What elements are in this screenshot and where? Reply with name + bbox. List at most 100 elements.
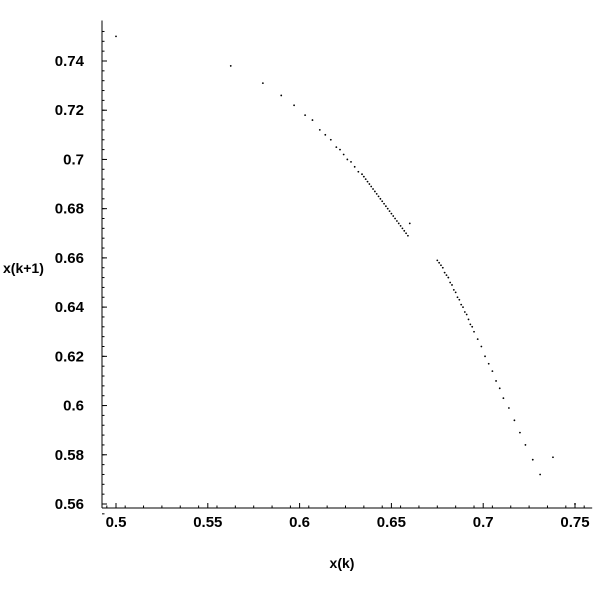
x-tick-label: 0.6 bbox=[289, 514, 310, 531]
data-point bbox=[539, 473, 542, 476]
data-point bbox=[440, 264, 442, 267]
y-tick-label: 0.56 bbox=[55, 496, 84, 513]
data-point bbox=[495, 380, 497, 382]
data-point bbox=[329, 138, 332, 141]
data-point bbox=[362, 175, 365, 178]
data-point bbox=[383, 202, 385, 205]
y-axis-title: x(k+1) bbox=[3, 260, 44, 276]
data-point bbox=[403, 229, 406, 232]
data-point bbox=[368, 183, 371, 185]
data-point bbox=[361, 173, 363, 176]
data-point bbox=[465, 313, 468, 316]
data-point bbox=[456, 296, 459, 299]
data-point bbox=[397, 222, 400, 225]
data-point bbox=[357, 170, 360, 173]
data-point bbox=[401, 227, 404, 230]
data-point bbox=[280, 94, 283, 97]
data-point bbox=[524, 444, 527, 446]
data-point bbox=[513, 419, 516, 422]
data-point bbox=[408, 222, 411, 225]
data-point bbox=[364, 178, 367, 181]
y-tick-label: 0.7 bbox=[63, 151, 84, 168]
data-point bbox=[407, 234, 409, 237]
data-point bbox=[441, 266, 444, 269]
data-point bbox=[293, 104, 295, 107]
data-point bbox=[552, 456, 554, 459]
data-point bbox=[384, 205, 387, 208]
y-tick-label: 0.58 bbox=[55, 447, 84, 464]
data-point bbox=[339, 148, 341, 151]
data-point bbox=[476, 338, 479, 341]
data-point bbox=[436, 259, 439, 262]
data-point bbox=[229, 65, 232, 67]
data-point bbox=[353, 165, 356, 168]
y-tick-label: 0.68 bbox=[55, 201, 84, 218]
data-point bbox=[443, 271, 446, 274]
data-point bbox=[473, 330, 475, 333]
data-point bbox=[463, 311, 466, 313]
data-point bbox=[377, 195, 380, 198]
x-axis-title: x(k) bbox=[330, 555, 355, 571]
data-point bbox=[375, 193, 378, 195]
data-point bbox=[388, 210, 391, 213]
data-point bbox=[399, 224, 402, 227]
data-point bbox=[346, 158, 349, 161]
data-points bbox=[115, 35, 576, 505]
axis-ticks: 0.56 0.58 0.6 0.62 0.64 0.66 0.68 0.7 0.72 0.74 0.… bbox=[55, 30, 590, 531]
data-point bbox=[372, 188, 374, 190]
data-point bbox=[469, 323, 472, 326]
data-point bbox=[390, 212, 393, 215]
y-tick-label: 0.64 bbox=[55, 299, 85, 316]
data-point bbox=[480, 345, 483, 348]
data-point bbox=[392, 215, 395, 217]
data-point bbox=[445, 274, 448, 277]
data-point bbox=[447, 276, 450, 279]
y-tick-label: 0.74 bbox=[55, 53, 85, 70]
x-tick-label: 0.5 bbox=[106, 514, 127, 531]
y-tick-label: 0.6 bbox=[63, 398, 84, 415]
y-tick-label: 0.72 bbox=[55, 102, 84, 119]
data-point bbox=[379, 197, 382, 200]
data-point bbox=[491, 370, 494, 372]
data-point bbox=[373, 190, 376, 193]
chart-axes bbox=[101, 20, 593, 509]
data-point bbox=[452, 288, 455, 291]
data-point bbox=[261, 82, 264, 85]
data-point bbox=[462, 306, 464, 309]
data-point bbox=[484, 355, 486, 358]
data-point bbox=[386, 207, 389, 210]
data-point bbox=[574, 503, 576, 505]
data-point bbox=[342, 153, 345, 156]
data-point bbox=[460, 303, 463, 306]
y-tick-label: 0.66 bbox=[55, 250, 84, 267]
data-point bbox=[449, 281, 452, 284]
data-point bbox=[394, 217, 396, 220]
data-point bbox=[458, 298, 461, 301]
data-point bbox=[335, 146, 338, 149]
data-point bbox=[451, 284, 453, 286]
data-point bbox=[311, 119, 314, 121]
data-point bbox=[381, 200, 384, 203]
x-tick-label: 0.55 bbox=[193, 514, 222, 531]
data-point bbox=[519, 431, 521, 434]
x-tick-label: 0.7 bbox=[473, 514, 494, 531]
data-point bbox=[370, 185, 373, 188]
data-point bbox=[115, 35, 117, 38]
data-point bbox=[454, 291, 457, 294]
data-point bbox=[498, 387, 501, 390]
data-point bbox=[467, 318, 470, 321]
data-point bbox=[304, 114, 307, 117]
data-point bbox=[487, 362, 490, 365]
data-point bbox=[531, 458, 534, 461]
data-point bbox=[366, 180, 369, 183]
data-point bbox=[396, 220, 398, 222]
data-point bbox=[471, 325, 474, 328]
y-tick-label: 0.62 bbox=[55, 348, 84, 365]
x-tick-label: 0.75 bbox=[560, 514, 589, 531]
data-point bbox=[324, 133, 327, 136]
x-tick-label: 0.65 bbox=[377, 514, 406, 531]
data-point bbox=[318, 129, 321, 131]
data-point bbox=[502, 397, 505, 400]
data-point bbox=[405, 232, 407, 235]
